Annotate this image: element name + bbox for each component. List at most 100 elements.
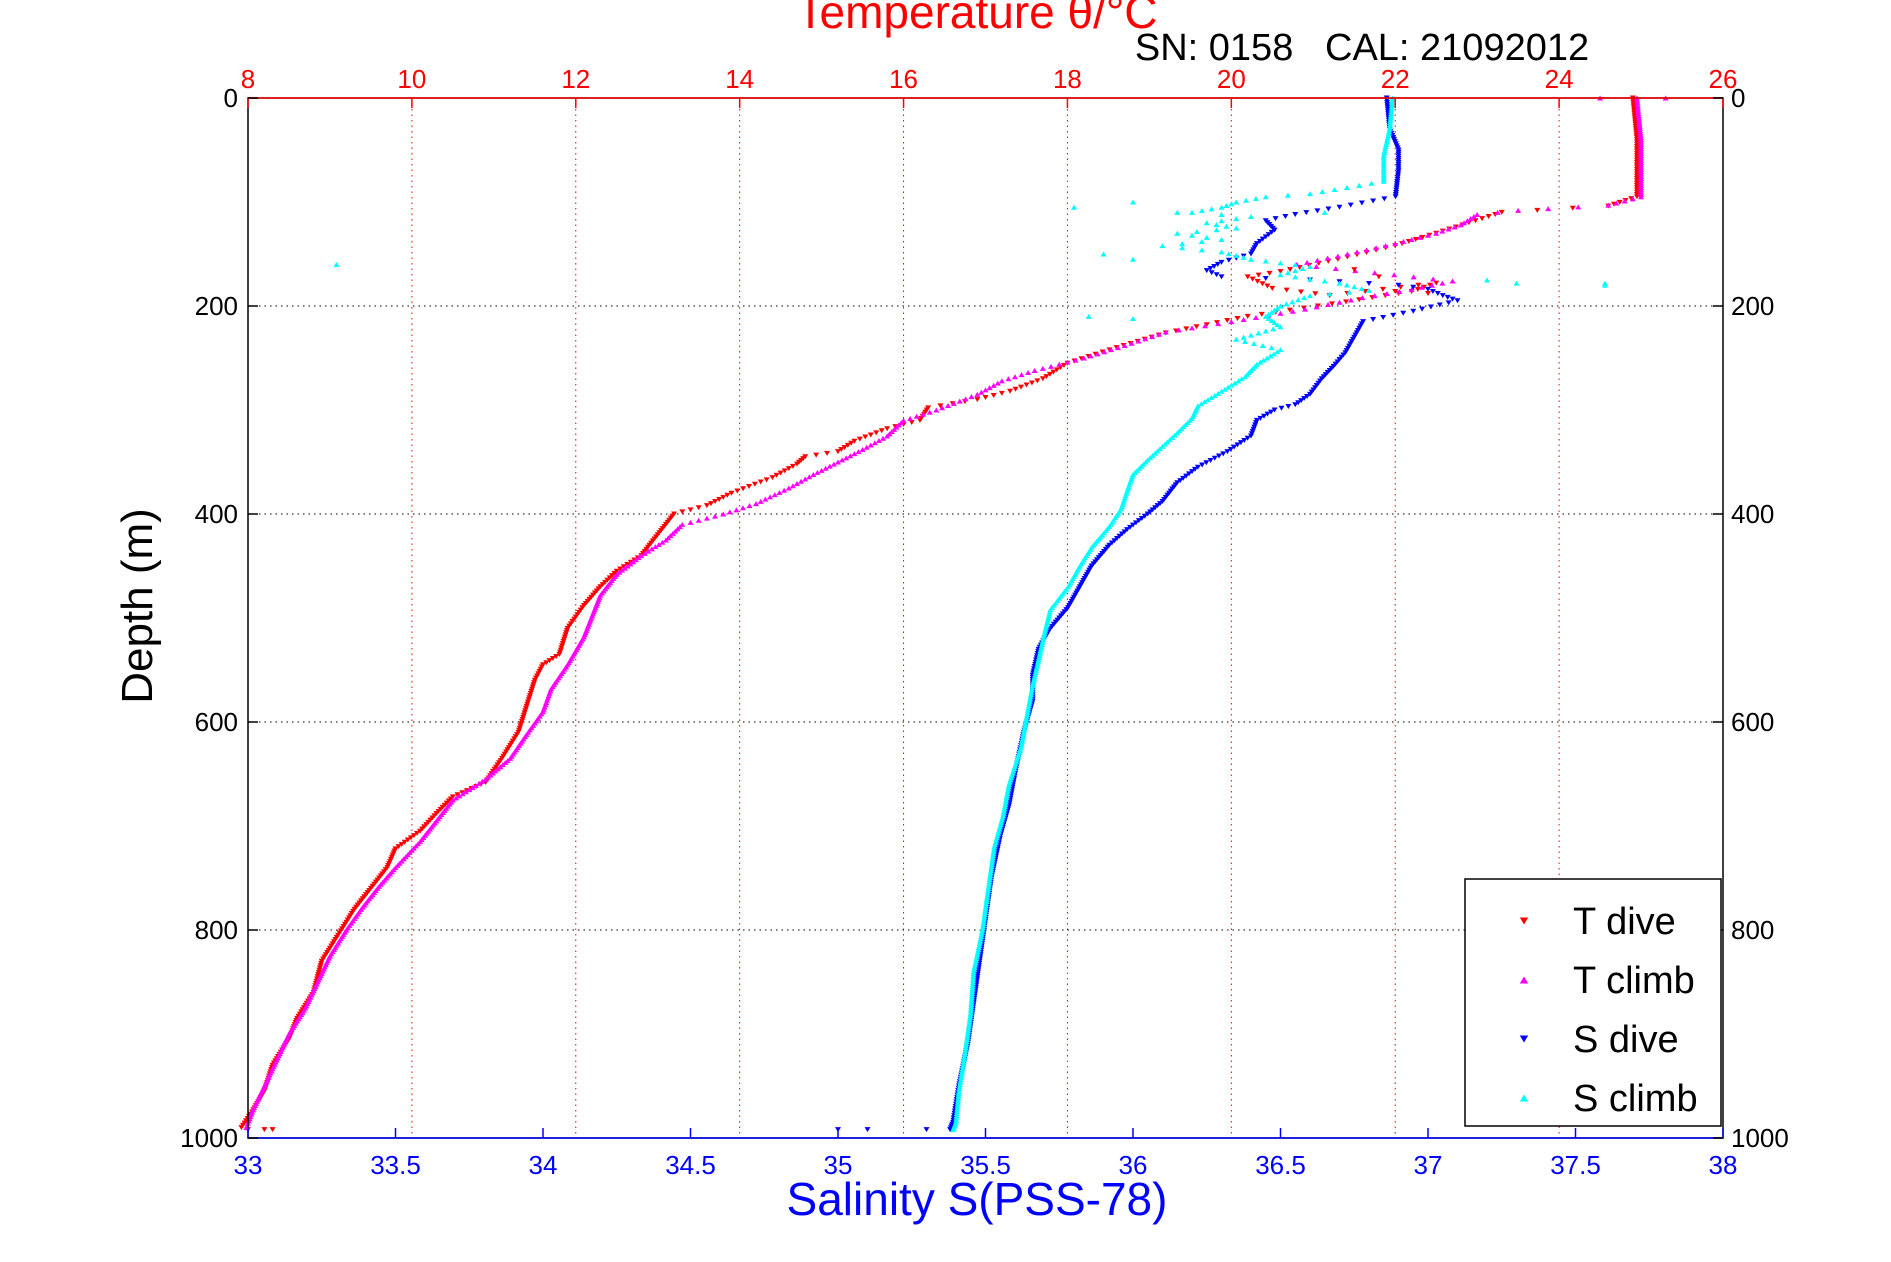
data-point <box>1130 315 1136 321</box>
data-point <box>720 494 727 500</box>
data-point <box>777 470 784 476</box>
data-point <box>1382 144 1389 150</box>
data-point <box>958 1070 965 1076</box>
data-point <box>1046 609 1053 615</box>
data-point <box>1325 302 1332 308</box>
data-point <box>1038 646 1045 652</box>
data-point <box>973 955 980 961</box>
data-point <box>1233 336 1240 342</box>
data-point <box>703 515 710 521</box>
data-point <box>1149 334 1156 340</box>
data-point <box>983 899 990 905</box>
data-point <box>1344 251 1351 257</box>
data-point <box>974 397 981 403</box>
chart-subtitle: SN: 0158 CAL: 21092012 <box>1135 27 1589 69</box>
data-point <box>479 778 486 784</box>
data-point <box>1244 435 1251 441</box>
data-point <box>1419 234 1426 240</box>
data-point <box>1633 194 1640 200</box>
data-point <box>1484 277 1490 283</box>
data-point <box>1400 310 1407 316</box>
data-point <box>679 509 686 515</box>
data-point <box>1023 716 1030 722</box>
data-point <box>1036 654 1043 660</box>
data-point <box>985 888 992 894</box>
data-point <box>1101 349 1108 355</box>
data-point <box>962 1047 969 1053</box>
data-point <box>785 466 792 472</box>
data-point <box>1025 707 1032 713</box>
data-point <box>1002 801 1009 807</box>
data-point <box>641 550 648 556</box>
data-point <box>971 964 978 970</box>
data-point <box>1039 376 1046 382</box>
data-point <box>1575 204 1582 210</box>
data-point <box>1044 620 1051 626</box>
data-point <box>753 501 760 507</box>
data-point <box>1257 415 1264 421</box>
data-point <box>983 896 990 902</box>
data-point <box>695 517 702 523</box>
data-point <box>662 537 669 543</box>
data-point <box>1135 518 1142 524</box>
tick-label-depth-left: 200 <box>195 291 238 321</box>
data-point <box>1326 291 1333 297</box>
data-point <box>1233 253 1240 259</box>
data-point <box>962 1045 969 1051</box>
data-point <box>1224 318 1231 324</box>
legend-items: T dive T climb S dive S climb <box>1519 901 1698 1120</box>
data-point <box>404 837 411 843</box>
data-point <box>1289 308 1296 314</box>
data-point <box>988 864 995 870</box>
data-point <box>1286 307 1293 313</box>
data-point <box>1034 378 1041 384</box>
data-point <box>1359 295 1366 301</box>
data-point <box>1396 288 1403 294</box>
data-point <box>950 1127 957 1133</box>
data-point <box>333 261 340 267</box>
series-t-climb <box>243 95 1645 1131</box>
data-point <box>1218 259 1225 265</box>
data-point <box>1149 452 1156 458</box>
data-point <box>1262 313 1269 319</box>
data-point <box>843 455 850 461</box>
data-point <box>1194 464 1201 470</box>
tick-label-salinity: 37 <box>1414 1150 1443 1180</box>
data-point <box>746 503 753 509</box>
data-point <box>1250 340 1257 346</box>
data-point <box>1259 281 1266 287</box>
data-point <box>687 519 694 525</box>
data-point <box>1272 216 1279 222</box>
data-point <box>974 951 981 957</box>
data-point <box>990 392 997 398</box>
data-point <box>954 1104 961 1110</box>
data-point <box>960 1063 967 1069</box>
data-point <box>1203 268 1210 274</box>
data-point <box>1183 473 1190 479</box>
data-point <box>841 444 848 450</box>
data-point <box>1259 236 1266 242</box>
data-point <box>1370 317 1377 323</box>
data-point <box>1042 628 1049 634</box>
data-point <box>1637 128 1644 134</box>
data-point <box>1336 299 1343 305</box>
data-point <box>1144 511 1151 517</box>
data-point <box>1183 326 1190 332</box>
data-point <box>1031 367 1038 373</box>
data-point <box>814 469 821 475</box>
data-point <box>953 1110 960 1116</box>
data-point <box>1174 209 1181 215</box>
data-point <box>1271 320 1278 326</box>
data-point <box>703 503 710 509</box>
data-point <box>1162 329 1169 335</box>
data-point <box>1388 106 1395 112</box>
data-point <box>401 839 408 845</box>
data-point <box>1292 211 1299 217</box>
data-point <box>1534 207 1541 213</box>
data-point <box>1228 382 1235 388</box>
tick-label-depth-right: 200 <box>1731 291 1774 321</box>
data-point <box>998 378 1005 384</box>
data-point <box>976 940 983 946</box>
data-point <box>1449 278 1456 284</box>
data-point <box>1300 305 1307 311</box>
